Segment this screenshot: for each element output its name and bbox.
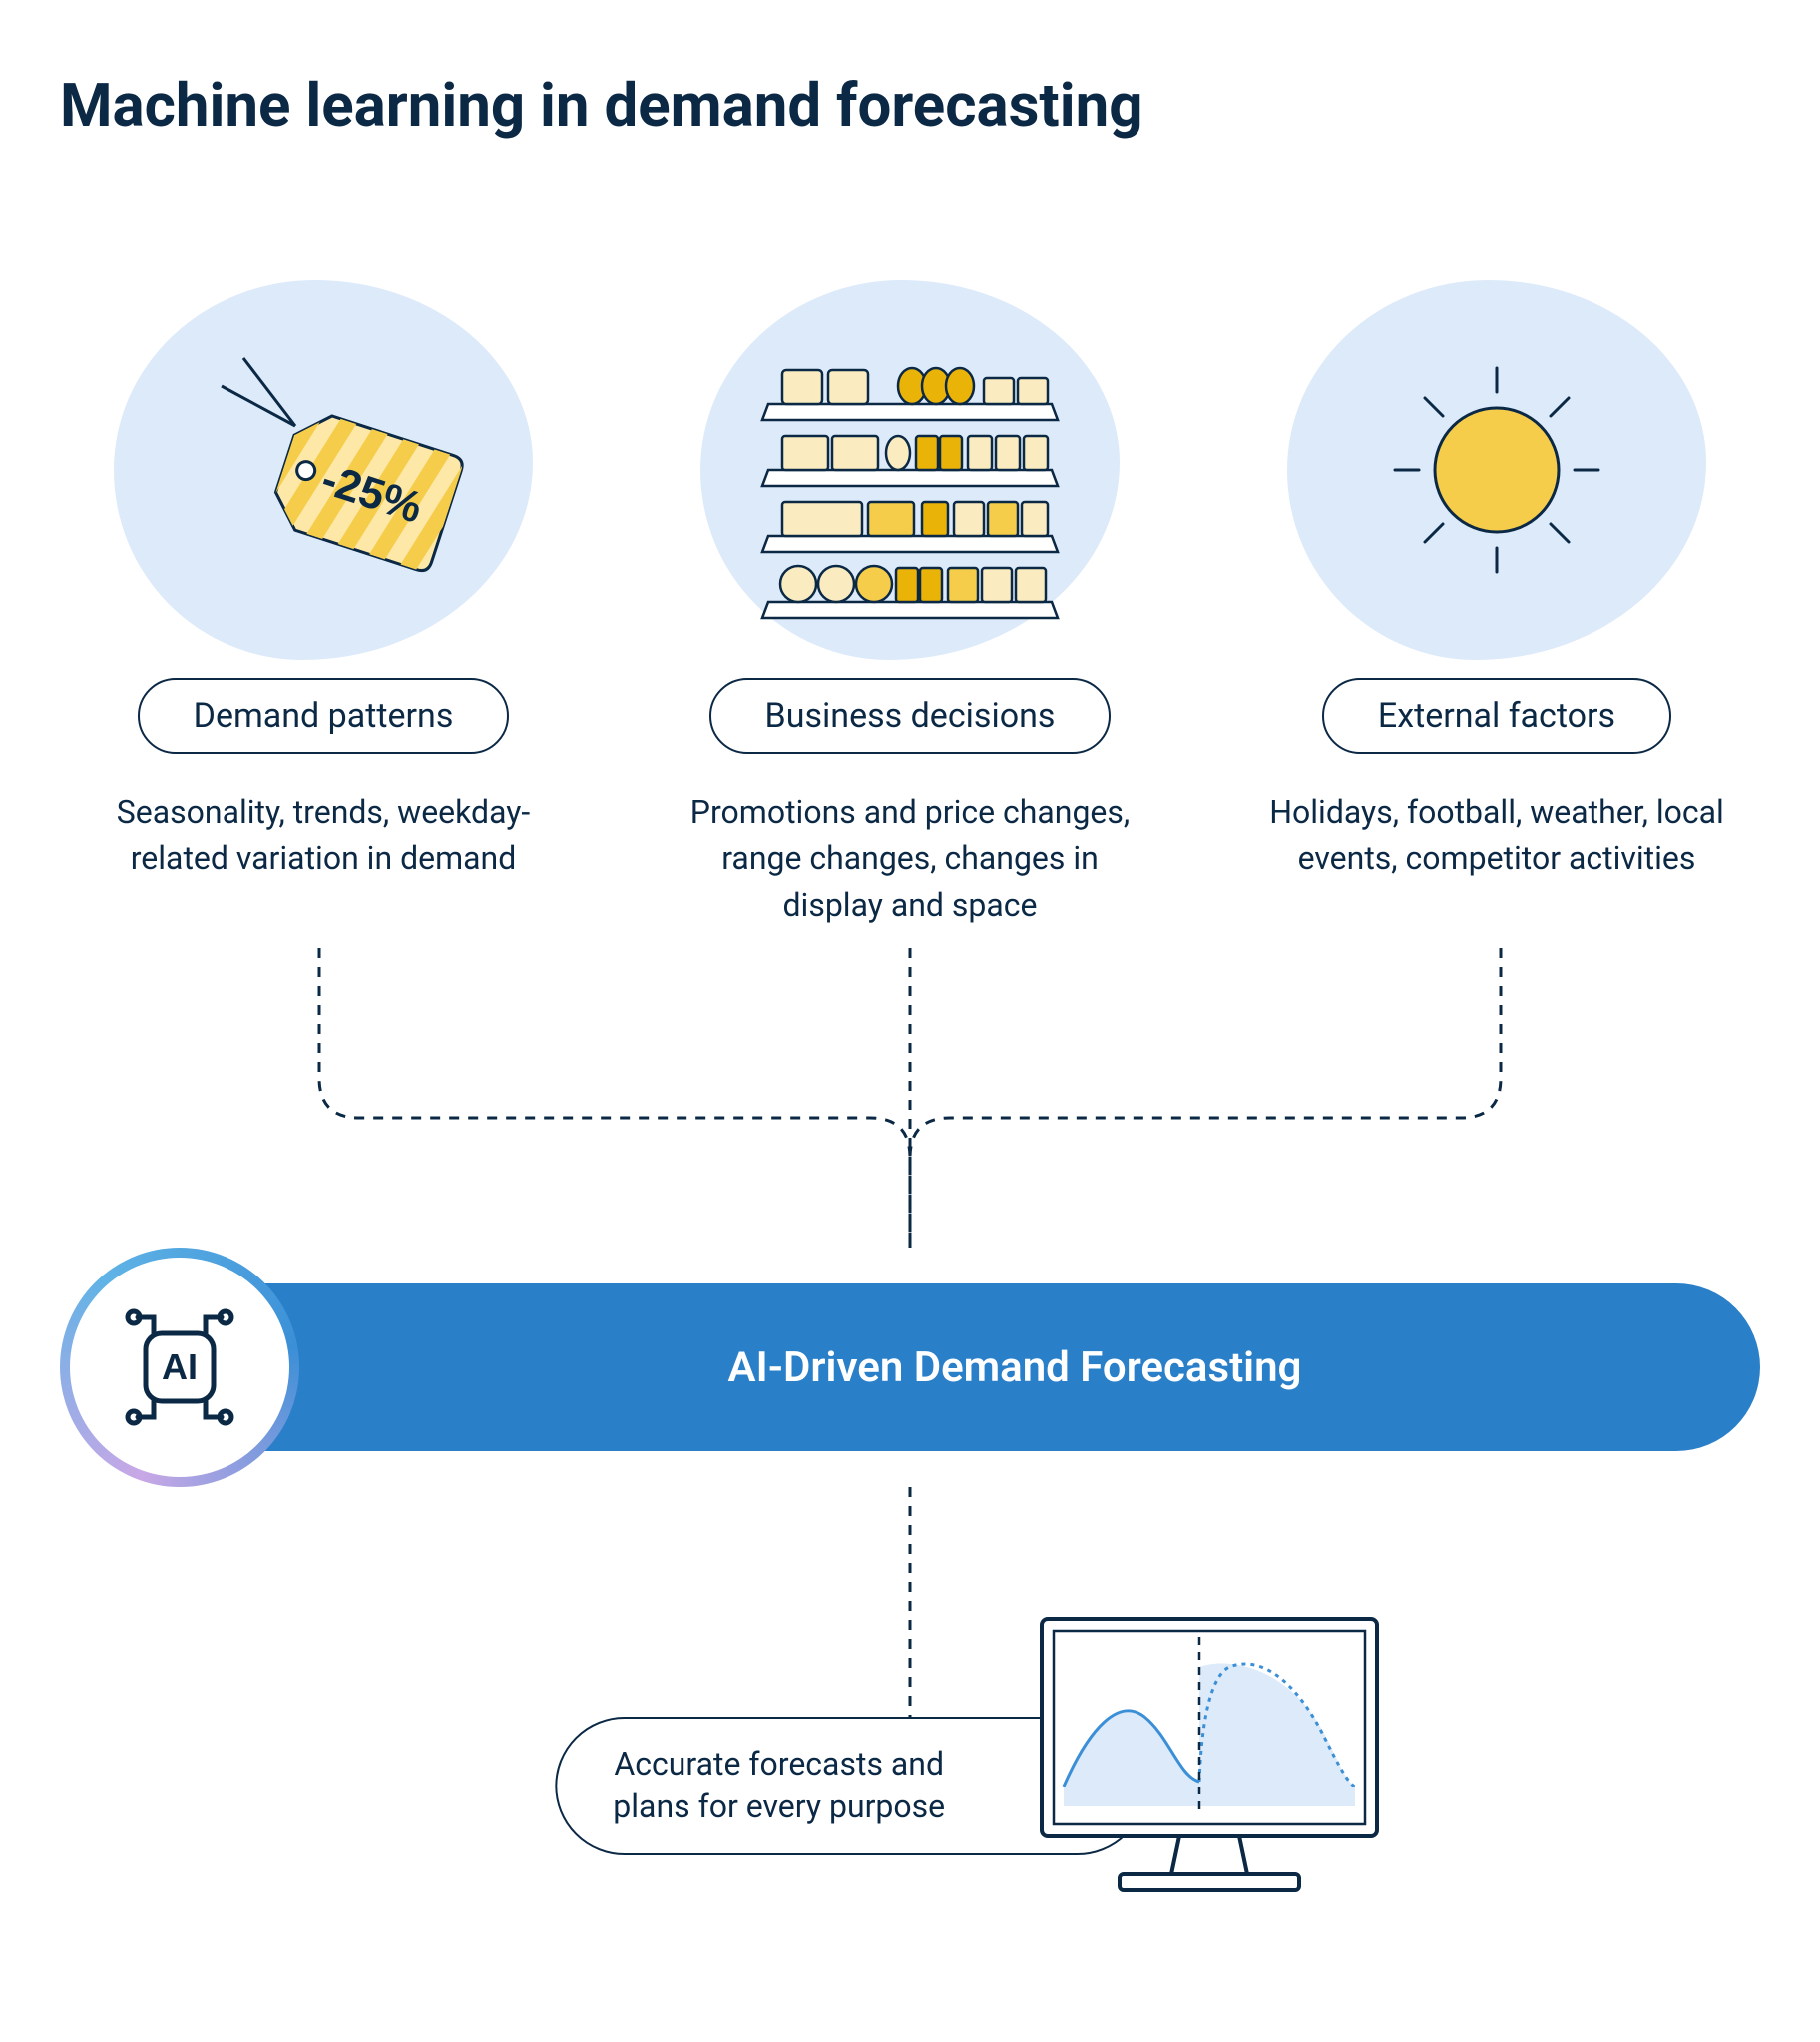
monitor-icon xyxy=(1030,1607,1389,1906)
blob-external-factors xyxy=(1287,280,1706,660)
desc-external-factors: Holidays, football, weather, local event… xyxy=(1267,789,1726,882)
page-title: Machine learning in demand forecasting xyxy=(60,70,1760,141)
shelves-icon xyxy=(740,320,1080,620)
price-tag-icon: -25% xyxy=(174,340,473,600)
ai-chip-icon: AI xyxy=(110,1297,249,1437)
col-external-factors: External factors Holidays, football, wea… xyxy=(1233,280,1760,928)
sun-icon xyxy=(1347,330,1646,610)
ai-bar: AI AI-Driven Demand Forecasting xyxy=(60,1248,1760,1487)
col-business-decisions: Business decisions Promotions and price … xyxy=(647,280,1173,928)
blob-business-decisions xyxy=(700,280,1120,660)
desc-demand-patterns: Seasonality, trends, weekday-related var… xyxy=(94,789,553,882)
svg-text:AI: AI xyxy=(162,1346,198,1387)
ai-badge: AI xyxy=(60,1248,299,1487)
output-area: Accurate forecasts and plans for every p… xyxy=(60,1487,1760,1906)
pill-demand-patterns: Demand patterns xyxy=(138,678,510,754)
pill-business-decisions: Business decisions xyxy=(709,678,1112,754)
ai-bar-label: AI-Driven Demand Forecasting xyxy=(239,1283,1760,1451)
desc-business-decisions: Promotions and price changes, range chan… xyxy=(681,789,1139,928)
input-columns: -25% Demand patterns Seasonality, trends… xyxy=(60,280,1760,928)
pill-external-factors: External factors xyxy=(1322,678,1671,754)
connectors-top xyxy=(60,948,1760,1248)
col-demand-patterns: -25% Demand patterns Seasonality, trends… xyxy=(60,280,587,928)
blob-demand-patterns: -25% xyxy=(114,280,533,660)
